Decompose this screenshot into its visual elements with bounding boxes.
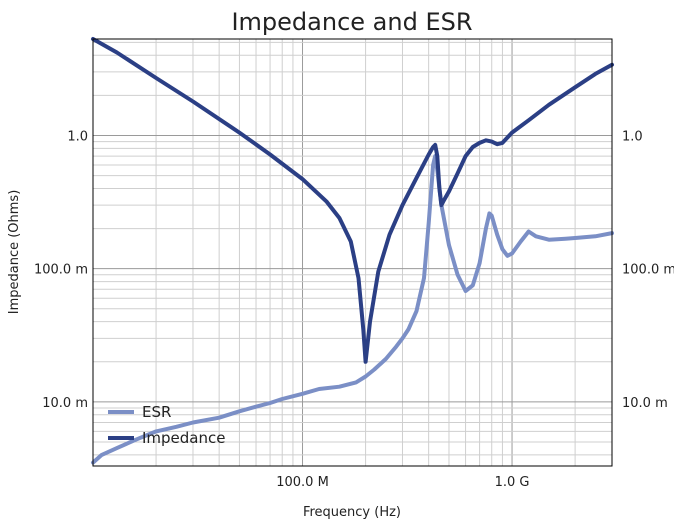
legend: ESR Impedance: [108, 403, 225, 447]
x-axis-label: Frequency (Hz): [303, 505, 401, 520]
x-tick-label: 100.0 M: [276, 475, 329, 490]
y-tick-label-right: 1.0: [622, 129, 643, 144]
tick-labels: 100.0 M 1.0 G 10.0 m 10.0 m 100.0 m 100.0 m 1.…: [34, 129, 674, 490]
y-tick-label-right: 100.0 m: [622, 263, 674, 278]
grid: [92, 39, 613, 466]
y-axis-label: Impedance (Ohms): [7, 190, 22, 315]
y-tick-label-left: 10.0 m: [42, 396, 88, 411]
plot-frame: [92, 38, 613, 467]
x-tick-label: 1.0 G: [495, 475, 530, 490]
y-tick-label-left: 1.0: [67, 129, 88, 144]
y-tick-label-right: 10.0 m: [622, 396, 668, 411]
chart-title: Impedance and ESR: [231, 8, 472, 36]
series-line-esr: [91, 154, 614, 465]
series-line-impedance: [91, 37, 614, 364]
series-layer: [91, 37, 614, 465]
legend-label-impedance: Impedance: [142, 429, 225, 447]
y-tick-label-left: 100.0 m: [34, 263, 88, 278]
legend-label-esr: ESR: [142, 403, 171, 421]
